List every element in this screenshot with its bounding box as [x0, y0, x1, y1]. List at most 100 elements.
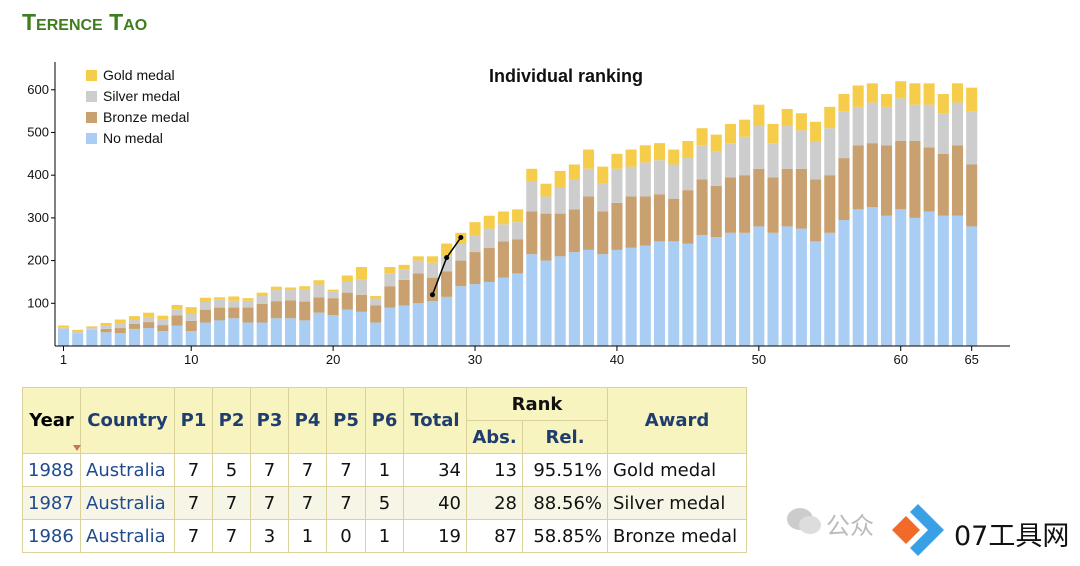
bar-segment	[483, 281, 495, 346]
table-cell: 0	[326, 519, 366, 553]
bar-segment	[143, 316, 155, 323]
bar-segment	[143, 312, 155, 317]
bar-segment	[57, 325, 70, 328]
header-cell[interactable]: P5	[326, 387, 366, 454]
bar-segment	[355, 294, 368, 312]
bar-segment	[341, 275, 353, 282]
header-cell[interactable]: P3	[250, 387, 289, 454]
bar-segment	[597, 166, 609, 184]
header-cell[interactable]: Award	[607, 387, 747, 454]
bar-segment	[242, 322, 254, 346]
bar-segment	[228, 300, 240, 308]
bar-segment	[739, 119, 751, 137]
bar-segment	[199, 309, 211, 323]
header-cell[interactable]: P2	[212, 387, 251, 454]
bar-segment	[568, 179, 580, 210]
table-cell[interactable]: Australia	[80, 519, 175, 553]
bar-segment	[923, 147, 935, 212]
bar-segment	[923, 83, 935, 105]
table-cell[interactable]: 1988	[22, 453, 81, 487]
bar-segment	[384, 273, 396, 287]
bar-segment	[668, 149, 680, 165]
bar-segment	[455, 260, 467, 287]
header-cell[interactable]: Country	[80, 387, 175, 454]
bar-segment	[795, 168, 807, 229]
bar-segment	[214, 299, 226, 308]
bar-segment	[100, 322, 112, 326]
bar-segment	[639, 245, 651, 346]
bar-segment	[696, 128, 708, 146]
bar-segment	[895, 81, 907, 99]
bar-segment	[497, 277, 509, 346]
bar-segment	[554, 213, 566, 257]
bar-segment	[937, 215, 949, 346]
table-cell[interactable]: Australia	[80, 453, 175, 487]
table-cell: Gold medal	[607, 453, 747, 487]
table-cell[interactable]: Australia	[80, 486, 175, 520]
bar-segment	[270, 318, 282, 346]
bar-segment	[767, 177, 779, 233]
bar-segment	[895, 209, 907, 346]
bar-segment	[285, 290, 297, 301]
bar-segment	[100, 332, 112, 346]
header-cell[interactable]: P1	[174, 387, 213, 454]
header-cell[interactable]: Total	[403, 387, 467, 454]
bar-segment	[299, 286, 311, 290]
bar-segment	[270, 301, 282, 319]
bar-segment	[72, 329, 84, 332]
bar-segment	[795, 228, 807, 346]
bar-segment	[285, 318, 297, 346]
bar-segment	[384, 307, 396, 346]
bar-segment	[370, 298, 382, 306]
table-row: 1986 Australia 7 7 3 1 0 1 19 87 58.85% Bronze meda…	[22, 519, 747, 553]
header-cell[interactable]: Rel.	[522, 420, 608, 454]
bar-segment	[653, 241, 666, 346]
bar-segment	[724, 177, 736, 233]
bar-segment	[114, 323, 126, 329]
watermark: 07工具网	[880, 492, 1080, 566]
bar-segment	[923, 104, 935, 148]
bar-segment	[512, 273, 524, 346]
bar-segment	[171, 325, 183, 346]
table-cell: 28	[466, 486, 523, 520]
header-cell[interactable]: Year	[22, 387, 81, 454]
bar-segment	[441, 256, 453, 272]
page-title: Terence Tao	[22, 9, 147, 35]
bar-segment	[455, 286, 467, 346]
bar-segment	[497, 211, 509, 225]
bar-segment	[781, 126, 793, 169]
bar-segment	[199, 322, 211, 346]
bar-segment	[412, 260, 424, 274]
bar-segment	[469, 284, 481, 346]
y-tick-label: 400	[27, 167, 49, 182]
bar-segment	[185, 307, 197, 314]
table-cell: 7	[212, 519, 251, 553]
bar-segment	[668, 198, 680, 242]
table-cell: 34	[403, 453, 467, 487]
bar-segment	[313, 297, 325, 313]
bar-segment	[852, 106, 864, 146]
header-cell[interactable]: P6	[365, 387, 404, 454]
bar-segment	[327, 315, 339, 346]
legend-label: Bronze medal	[103, 109, 189, 125]
table-cell[interactable]: 1987	[22, 486, 81, 520]
bar-segment	[739, 175, 751, 233]
bar-segment	[909, 217, 921, 346]
bar-segment	[895, 98, 907, 142]
header-cell[interactable]: Abs.	[466, 420, 523, 454]
bar-segment	[540, 213, 552, 261]
bar-segment	[866, 102, 878, 144]
x-tick-label: 20	[326, 352, 340, 367]
bar-segment	[625, 149, 637, 167]
bar-segment	[426, 256, 438, 263]
table-cell[interactable]: 1986	[22, 519, 81, 553]
bar-segment	[895, 141, 907, 210]
header-cell[interactable]: P4	[288, 387, 327, 454]
bar-segment	[824, 232, 836, 346]
bar-segment	[526, 254, 538, 346]
bar-segment	[228, 296, 240, 301]
bar-segment	[923, 211, 935, 346]
bar-segment	[838, 220, 850, 346]
bar-segment	[710, 237, 722, 346]
bar-segment	[795, 113, 807, 131]
